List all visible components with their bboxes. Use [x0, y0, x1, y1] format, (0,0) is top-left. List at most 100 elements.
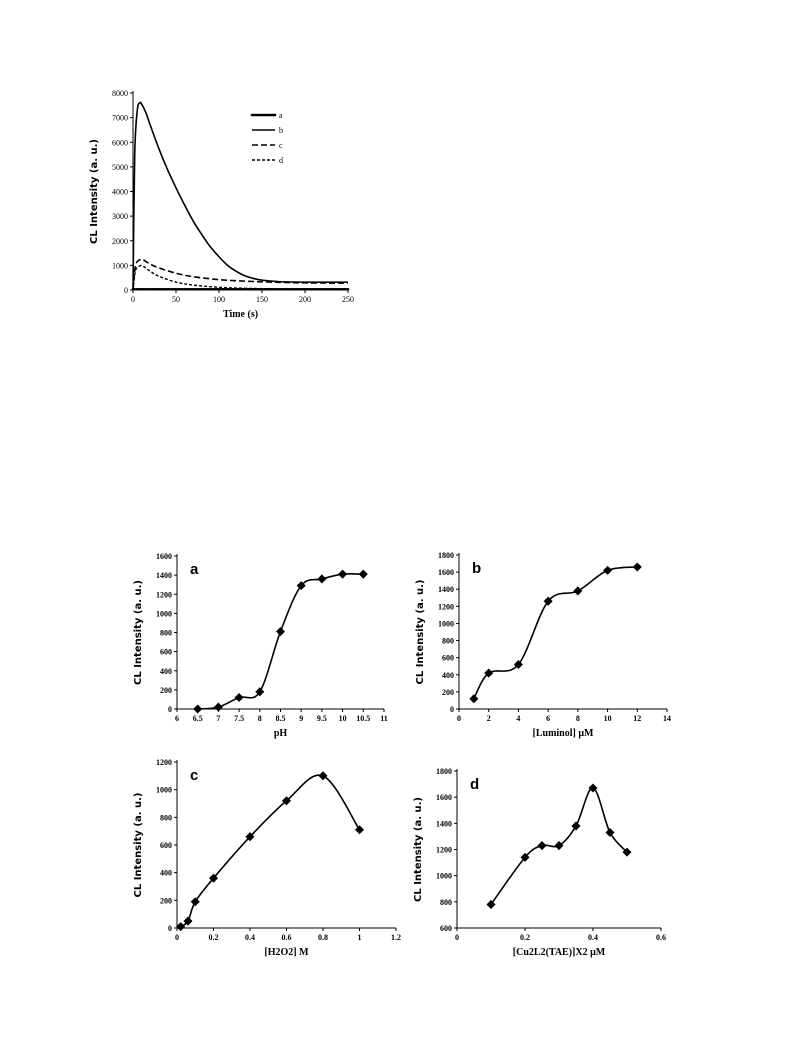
x-tick-label: 0.4: [245, 933, 255, 942]
y-tick-label: 1800: [438, 551, 454, 560]
y-tick-label: 800: [440, 898, 452, 907]
y-tick-label: 800: [160, 629, 172, 638]
y-axis-title: CL Intensity (a. u.): [133, 793, 144, 898]
data-point-marker: [543, 596, 553, 606]
chart-kinetic: 0 1000 2000 3000 4000 5000 6000 7000 8000 0 50 100 1…: [89, 89, 354, 320]
y-tick-label: 1000: [156, 609, 172, 618]
x-tick-label: 1.2: [391, 933, 401, 942]
data-point-marker: [183, 916, 193, 926]
y-tick-label: 6000: [112, 138, 128, 147]
x-tick-label: 0.2: [209, 933, 219, 942]
y-tick-label: 1200: [436, 846, 452, 855]
data-point-marker: [318, 771, 328, 781]
data-point-marker: [632, 562, 642, 572]
x-tick-label: 4: [516, 714, 520, 723]
x-tick-label: 0: [457, 714, 461, 723]
data-point-marker: [573, 586, 583, 596]
x-tick-label: 6.5: [193, 714, 203, 723]
x-tick-label: 8: [576, 714, 580, 723]
y-tick-label: 4000: [112, 188, 128, 197]
y-tick-label: 600: [442, 654, 454, 663]
chart-a: 0 200 400 600 800 1000 1200 1400 1600 6 6.5 7 7.5 8 8.…: [133, 552, 388, 739]
x-tick-label: 8: [258, 714, 262, 723]
data-point-marker: [513, 659, 523, 670]
y-tick-label: 1600: [436, 793, 452, 802]
x-tick-label: 200: [299, 295, 311, 304]
x-tick-label: 7.5: [234, 714, 244, 723]
panel-label: d: [470, 776, 479, 793]
y-axis-title: CL Intensity (a. u.): [89, 139, 100, 244]
y-tick-label: 1600: [438, 568, 454, 577]
y-tick-label: 1200: [156, 758, 172, 767]
y-tick-label: 1200: [438, 602, 454, 611]
data-point-marker: [354, 825, 365, 835]
y-tick-label: 1000: [436, 872, 452, 881]
x-tick-label: 12: [633, 714, 641, 723]
data-point-marker: [484, 668, 494, 678]
legend-label-c: c: [279, 141, 283, 150]
x-tick-label: 10: [604, 714, 612, 723]
x-tick-label: 9: [299, 714, 303, 723]
data-point-marker: [281, 796, 292, 806]
y-tick-label: 600: [160, 648, 172, 657]
y-tick-label: 2000: [112, 237, 128, 246]
y-tick-label: 800: [442, 637, 454, 646]
y-tick-label: 600: [440, 924, 452, 933]
x-tick-label: 6: [175, 714, 179, 723]
x-tick-label: 9.5: [317, 714, 327, 723]
panel-label: b: [472, 560, 481, 577]
data-point-marker: [296, 581, 306, 591]
legend-label-a: a: [279, 111, 283, 120]
data-point-marker: [234, 692, 244, 703]
x-tick-label: 0: [131, 295, 135, 304]
data-point-marker: [213, 702, 223, 712]
x-tick-label: 1: [358, 933, 362, 942]
data-point-marker: [469, 694, 479, 704]
y-tick-label: 200: [442, 688, 454, 697]
x-tick-label: 150: [256, 295, 268, 304]
y-tick-label: 600: [160, 841, 172, 850]
chart-c: 0 200 400 600 800 1000 1200 0 0.2 0.4 0.6 0.8 1 1.2 [H…: [133, 758, 401, 958]
x-tick-label: 0.2: [520, 933, 530, 942]
x-tick-label: 7: [216, 714, 220, 723]
y-tick-label: 8000: [112, 89, 128, 98]
data-point-marker: [358, 569, 368, 579]
series-line-c: [132, 258, 349, 291]
data-point-marker: [338, 569, 348, 579]
data-point-marker: [537, 841, 547, 851]
data-point-marker: [317, 574, 327, 584]
series-line-b: [132, 101, 349, 291]
y-tick-label: 0: [450, 705, 454, 714]
y-tick-label: 0: [168, 705, 172, 714]
x-axis-title: pH: [274, 728, 288, 739]
x-tick-label: 8.5: [276, 714, 286, 723]
chart-b: 0 200 400 600 800 1000 1200 1400 1600 1800 0 2 4 6 8 10…: [415, 551, 671, 739]
x-tick-label: 250: [342, 295, 354, 304]
x-tick-label: 10: [339, 714, 347, 723]
series-line-0: [197, 573, 364, 710]
x-tick-label: 10.5: [356, 714, 370, 723]
y-tick-label: 5000: [112, 163, 128, 172]
data-point-marker: [588, 783, 598, 793]
x-axis-title: [Luminol] μM: [533, 728, 595, 739]
legend-label-d: d: [279, 156, 283, 165]
y-axis-title: CL Intensity (a. u.): [133, 580, 144, 685]
y-tick-label: 1400: [436, 819, 452, 828]
y-tick-label: 1800: [436, 767, 452, 776]
y-axis-title: CL Intensity (a. u.): [413, 797, 424, 902]
y-tick-label: 7000: [112, 114, 128, 123]
data-point-marker: [605, 827, 615, 838]
y-tick-label: 0: [124, 286, 128, 295]
x-tick-label: 14: [663, 714, 671, 723]
panel-label: c: [190, 767, 198, 784]
y-tick-label: 1000: [112, 261, 128, 270]
series-line-d: [132, 264, 349, 291]
data-point-marker: [520, 852, 530, 862]
y-tick-label: 400: [160, 667, 172, 676]
legend-label-b: b: [279, 126, 283, 135]
y-tick-label: 800: [160, 813, 172, 822]
data-point-marker: [603, 565, 613, 575]
x-tick-label: 0.8: [318, 933, 328, 942]
